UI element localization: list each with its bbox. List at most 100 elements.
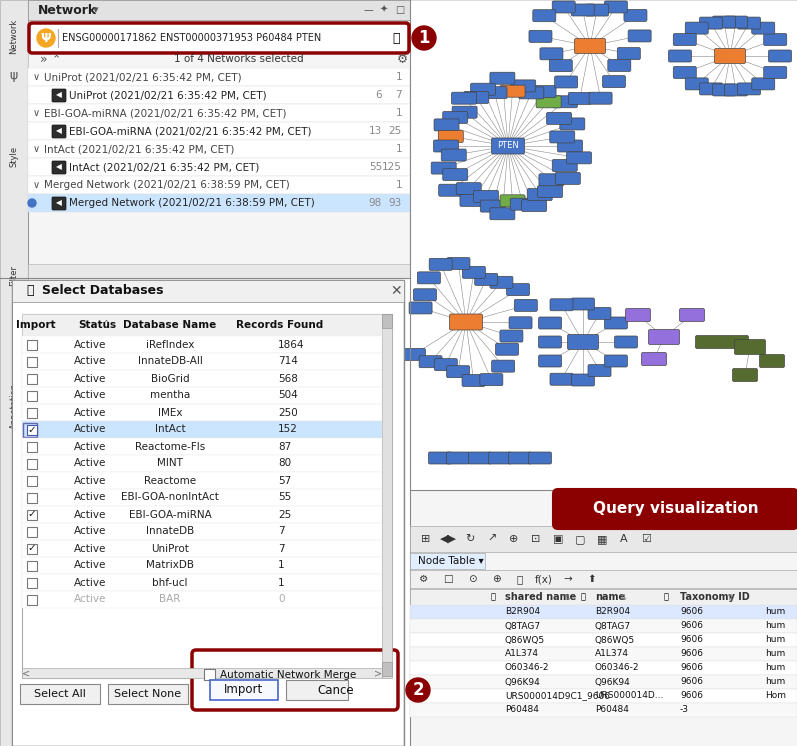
Bar: [28, 158, 410, 176]
FancyBboxPatch shape: [492, 138, 524, 154]
Text: ▣: ▣: [553, 534, 563, 544]
Text: 1: 1: [395, 180, 402, 190]
Bar: [410, 647, 797, 661]
Text: Active: Active: [74, 390, 106, 401]
Bar: [22, 557, 382, 574]
Bar: [28, 176, 410, 194]
Bar: [27, 510, 37, 519]
Text: O60346-2: O60346-2: [505, 663, 549, 672]
FancyBboxPatch shape: [649, 330, 680, 345]
Bar: [22, 314, 382, 336]
Text: Active: Active: [74, 510, 106, 519]
Bar: [410, 703, 797, 717]
Text: Q96K94: Q96K94: [505, 677, 540, 686]
Bar: [22, 455, 382, 472]
Circle shape: [406, 678, 430, 702]
Bar: [28, 104, 410, 122]
Text: ⊞: ⊞: [422, 534, 430, 544]
Bar: [22, 472, 382, 489]
Text: UniProt (2021/02/21 6:35:42 PM, CET): UniProt (2021/02/21 6:35:42 PM, CET): [69, 90, 267, 100]
FancyBboxPatch shape: [438, 184, 464, 196]
Bar: [12, 280, 404, 302]
Bar: [382, 314, 392, 678]
FancyBboxPatch shape: [434, 119, 459, 131]
Text: O60346-2: O60346-2: [595, 663, 639, 672]
Bar: [22, 668, 382, 678]
FancyBboxPatch shape: [529, 31, 552, 43]
Text: 1: 1: [395, 108, 402, 118]
Text: InnateDB: InnateDB: [146, 527, 194, 536]
FancyBboxPatch shape: [557, 140, 583, 152]
FancyBboxPatch shape: [418, 272, 441, 284]
Text: ↻: ↻: [465, 534, 475, 544]
FancyBboxPatch shape: [464, 92, 489, 104]
Text: hum: hum: [765, 677, 785, 686]
FancyBboxPatch shape: [438, 131, 463, 142]
FancyBboxPatch shape: [567, 152, 591, 164]
Text: ⊡: ⊡: [532, 534, 540, 544]
Bar: [22, 336, 382, 353]
Bar: [410, 675, 797, 689]
FancyBboxPatch shape: [642, 353, 666, 366]
Text: f(x): f(x): [535, 574, 553, 584]
Text: Q86WQ5: Q86WQ5: [505, 636, 545, 645]
FancyBboxPatch shape: [553, 489, 797, 529]
Bar: [22, 540, 382, 557]
Text: Database Name: Database Name: [124, 320, 217, 330]
Text: ⊙: ⊙: [468, 574, 477, 584]
Text: Node Table ▾: Node Table ▾: [418, 556, 484, 566]
FancyBboxPatch shape: [192, 650, 398, 710]
FancyBboxPatch shape: [549, 60, 572, 72]
Bar: [23, 422, 37, 436]
FancyBboxPatch shape: [571, 4, 595, 16]
Text: 1: 1: [278, 560, 285, 571]
Text: 87: 87: [278, 442, 291, 451]
Bar: [204, 669, 215, 680]
Text: Records Found: Records Found: [237, 320, 324, 330]
Circle shape: [37, 29, 55, 47]
FancyBboxPatch shape: [552, 160, 577, 172]
Bar: [410, 605, 797, 619]
FancyBboxPatch shape: [52, 197, 66, 210]
Text: 9606: 9606: [680, 607, 703, 616]
FancyBboxPatch shape: [724, 16, 748, 28]
Text: ⚙: ⚙: [419, 574, 429, 584]
Text: ⇅: ⇅: [619, 592, 626, 601]
Text: BioGrid: BioGrid: [151, 374, 190, 383]
FancyBboxPatch shape: [760, 354, 784, 368]
Bar: [28, 140, 410, 158]
Text: Status: Status: [78, 320, 116, 330]
FancyBboxPatch shape: [462, 374, 485, 386]
FancyBboxPatch shape: [547, 113, 571, 125]
Text: Hom: Hom: [765, 692, 786, 700]
Bar: [286, 680, 348, 700]
FancyBboxPatch shape: [510, 198, 536, 210]
Bar: [27, 595, 37, 604]
Text: hum: hum: [765, 636, 785, 645]
Text: hum: hum: [765, 621, 785, 630]
Bar: [410, 490, 797, 746]
Text: B2R904: B2R904: [595, 607, 630, 616]
Text: BAR: BAR: [159, 595, 181, 604]
FancyBboxPatch shape: [521, 199, 547, 212]
Bar: [410, 689, 797, 703]
Bar: [28, 86, 410, 104]
Bar: [410, 661, 797, 675]
Bar: [27, 459, 37, 468]
FancyBboxPatch shape: [456, 183, 481, 195]
Circle shape: [28, 199, 36, 207]
Text: 714: 714: [278, 357, 298, 366]
Bar: [22, 523, 382, 540]
Text: 9606: 9606: [680, 692, 703, 700]
Bar: [28, 194, 410, 212]
FancyBboxPatch shape: [575, 39, 606, 54]
Text: Select All: Select All: [34, 689, 86, 699]
Text: EBI-GOA-nonIntAct: EBI-GOA-nonIntAct: [121, 492, 219, 503]
FancyBboxPatch shape: [732, 369, 757, 381]
FancyBboxPatch shape: [481, 200, 505, 212]
FancyBboxPatch shape: [492, 360, 515, 372]
Bar: [22, 489, 382, 506]
Text: 9606: 9606: [680, 621, 703, 630]
FancyBboxPatch shape: [724, 84, 748, 96]
Text: 9606: 9606: [680, 677, 703, 686]
